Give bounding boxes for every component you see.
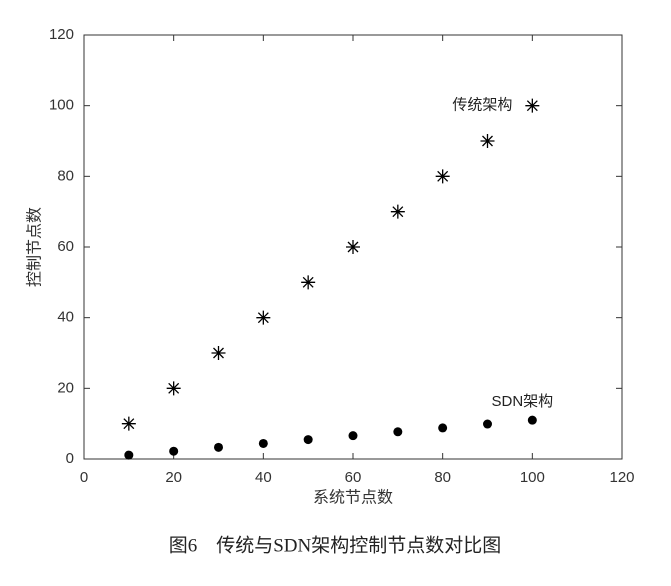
dot-point	[483, 419, 492, 429]
x-axis-label: 系统节点数	[313, 489, 393, 507]
y-axis-label: 控制节点数	[26, 207, 44, 287]
star-point	[390, 204, 405, 219]
x-tick-label: 80	[434, 469, 451, 486]
dot-point	[348, 431, 358, 441]
x-tick-label: 40	[255, 469, 272, 486]
star-point	[211, 346, 226, 360]
star-point	[256, 310, 271, 325]
star-point	[301, 275, 316, 290]
caption: 图6 传统与SDN架构控制节点数对比图	[169, 534, 502, 556]
dot-point	[124, 450, 134, 460]
y-tick-label: 120	[49, 26, 74, 43]
x-tick-label: 100	[520, 469, 545, 486]
dot-point	[303, 435, 313, 445]
x-tick-label: 0	[80, 469, 88, 486]
dot-point	[169, 446, 179, 456]
x-tick-label: 20	[165, 469, 182, 486]
y-tick-label: 20	[57, 379, 74, 396]
dot-point	[214, 442, 223, 452]
series-label: SDN架构	[491, 393, 553, 410]
y-tick-label: 40	[57, 309, 74, 326]
star-point	[346, 240, 360, 254]
star-point	[435, 169, 450, 184]
dot-point	[258, 438, 268, 448]
star-point	[166, 381, 181, 396]
star-point	[480, 134, 495, 148]
series-label: 传统架构	[452, 97, 512, 114]
y-tick-label: 0	[66, 450, 74, 467]
y-tick-label: 80	[57, 167, 74, 184]
star-point	[525, 98, 540, 113]
y-tick-label: 60	[57, 238, 74, 255]
x-tick-label: 60	[345, 469, 362, 486]
y-tick-label: 100	[49, 97, 74, 114]
dot-point	[438, 423, 448, 433]
dot-point	[393, 427, 403, 437]
star-point	[121, 416, 136, 431]
x-tick-label: 120	[609, 469, 634, 486]
dot-point	[527, 415, 537, 425]
